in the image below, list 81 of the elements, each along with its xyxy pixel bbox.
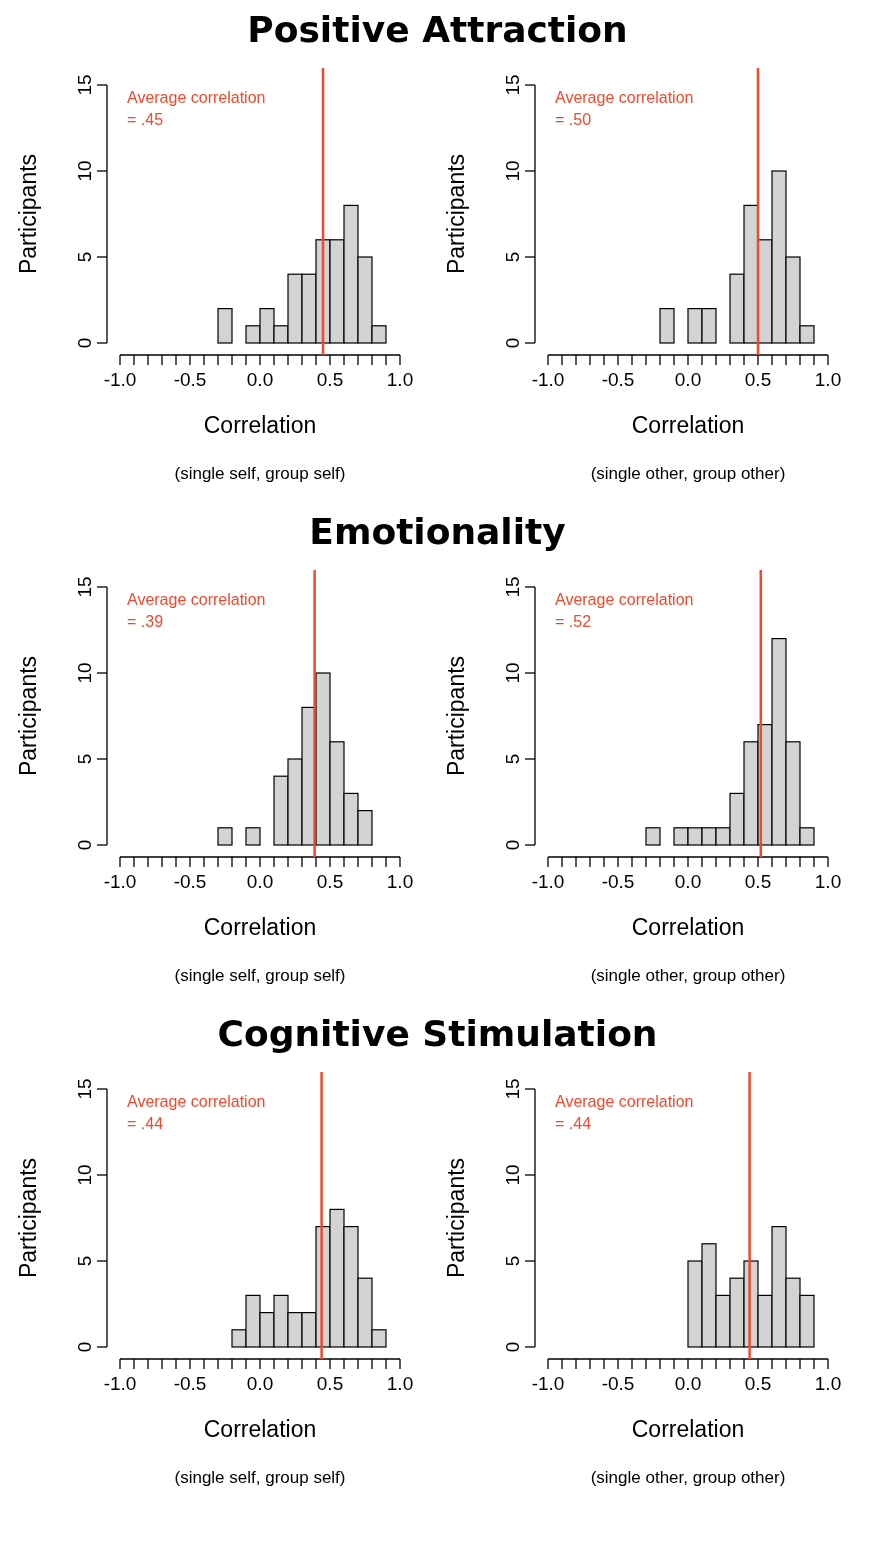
y-tick-label: 5 xyxy=(502,1255,523,1267)
x-axis-title: Correlation xyxy=(203,914,317,940)
x-tick-label: -1.0 xyxy=(103,871,137,892)
ref-line-label: Average correlation = .39 xyxy=(127,591,266,630)
ref-line-label: Average correlation = .45 xyxy=(127,89,266,128)
chart-title: Cognitive Stimulation xyxy=(217,1013,658,1054)
x-axis-title: Correlation xyxy=(631,914,745,940)
x-axis-title: Correlation xyxy=(203,1416,317,1442)
x-tick-label: -0.5 xyxy=(173,1373,207,1394)
text: (single other, group other) xyxy=(590,464,786,483)
x-tick-label: -0.5 xyxy=(601,1373,635,1394)
x-tick-label: -0.5 xyxy=(173,871,207,892)
x-tick-label: -1.0 xyxy=(531,1373,565,1394)
text: (single self, group self) xyxy=(174,966,346,985)
y-tick-label: 15 xyxy=(502,74,523,96)
x-axis-title: Correlation xyxy=(631,412,745,438)
y-tick-label: 15 xyxy=(74,576,95,598)
y-tick-label: 10 xyxy=(502,160,523,182)
y-tick-label: 10 xyxy=(74,160,95,182)
x-tick-label: -0.5 xyxy=(601,369,635,390)
y-tick-label: 15 xyxy=(74,1078,95,1100)
y-tick-label: 0 xyxy=(502,1341,523,1353)
y-tick-label: 0 xyxy=(74,337,95,349)
ref-line-label: Average correlation = .52 xyxy=(555,591,694,630)
x-tick-label: 1.0 xyxy=(814,871,842,892)
x-tick-label: -0.5 xyxy=(173,369,207,390)
x-tick-label: 0.0 xyxy=(674,369,702,390)
x-tick-label: 0.0 xyxy=(674,871,702,892)
ref-line-label: Average correlation = .44 xyxy=(127,1093,266,1132)
y-tick-label: 5 xyxy=(74,251,95,263)
x-tick-label: 0.0 xyxy=(246,871,274,892)
x-tick-label: 0.0 xyxy=(246,369,274,390)
x-tick-label: 0.5 xyxy=(316,369,344,390)
y-tick-label: 10 xyxy=(74,662,95,684)
x-tick-label: -1.0 xyxy=(103,1373,137,1394)
y-axis-title: Participants xyxy=(15,153,41,275)
y-axis-title: Participants xyxy=(443,655,469,777)
x-tick-label: 0.5 xyxy=(316,871,344,892)
chart-title: Positive Attraction xyxy=(247,9,628,50)
y-tick-label: 0 xyxy=(74,839,95,851)
x-tick-label: 0.5 xyxy=(744,1373,772,1394)
x-tick-label: -1.0 xyxy=(103,369,137,390)
x-tick-label: 0.5 xyxy=(316,1373,344,1394)
x-tick-label: 1.0 xyxy=(386,1373,414,1394)
x-tick-label: 1.0 xyxy=(814,369,842,390)
ref-line-label: Average correlation = .44 xyxy=(555,1093,694,1132)
x-tick-label: -0.5 xyxy=(601,871,635,892)
y-axis-title: Participants xyxy=(15,655,41,777)
x-axis-title: Correlation xyxy=(631,1416,745,1442)
text: (single self, group self) xyxy=(174,1468,346,1487)
x-tick-label: 1.0 xyxy=(386,369,414,390)
y-tick-label: 5 xyxy=(502,753,523,765)
ref-line-label: Average correlation = .50 xyxy=(555,89,694,128)
y-tick-label: 10 xyxy=(502,1164,523,1186)
y-tick-label: 15 xyxy=(74,74,95,96)
y-axis-title: Participants xyxy=(443,1157,469,1279)
y-axis-title: Participants xyxy=(15,1157,41,1279)
y-tick-label: 5 xyxy=(74,1255,95,1267)
y-tick-label: 15 xyxy=(502,576,523,598)
x-tick-label: 0.5 xyxy=(744,871,772,892)
y-tick-label: 0 xyxy=(74,1341,95,1353)
y-tick-label: 0 xyxy=(502,839,523,851)
x-tick-label: -1.0 xyxy=(531,369,565,390)
text: (single self, group self) xyxy=(174,464,346,483)
x-tick-label: 0.0 xyxy=(674,1373,702,1394)
x-tick-label: -1.0 xyxy=(531,871,565,892)
x-tick-label: 1.0 xyxy=(814,1373,842,1394)
y-tick-label: 5 xyxy=(74,753,95,765)
y-tick-label: 10 xyxy=(502,662,523,684)
x-tick-label: 0.0 xyxy=(246,1373,274,1394)
chart-title: Emotionality xyxy=(309,511,566,552)
x-tick-label: 1.0 xyxy=(386,871,414,892)
y-tick-label: 10 xyxy=(74,1164,95,1186)
y-tick-label: 15 xyxy=(502,1078,523,1100)
y-tick-label: 0 xyxy=(502,337,523,349)
text: (single other, group other) xyxy=(590,966,786,985)
y-tick-label: 5 xyxy=(502,251,523,263)
x-axis-title: Correlation xyxy=(203,412,317,438)
x-tick-label: 0.5 xyxy=(744,369,772,390)
y-axis-title: Participants xyxy=(443,153,469,275)
text: (single other, group other) xyxy=(590,1468,786,1487)
